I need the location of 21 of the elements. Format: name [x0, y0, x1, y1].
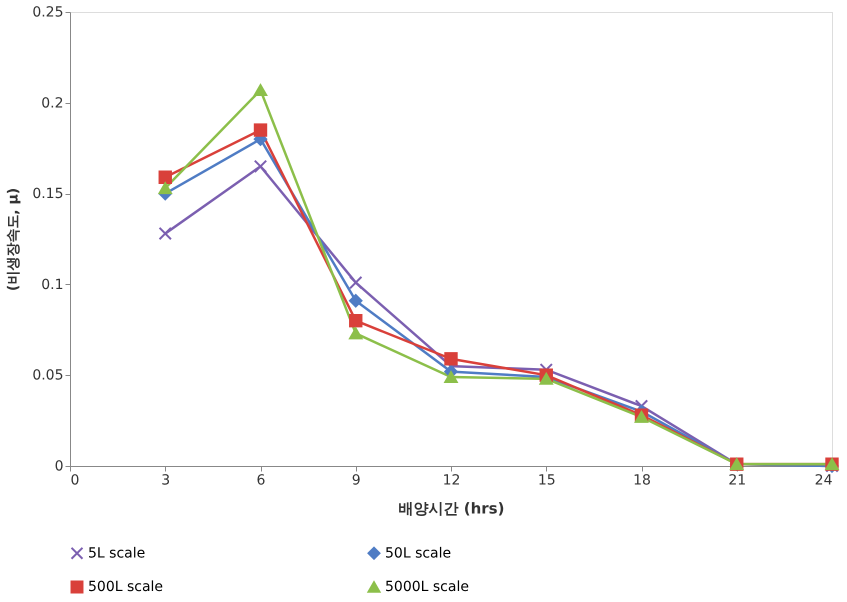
- x-tick-label: 9: [352, 472, 361, 488]
- x-tick-label: 6: [256, 472, 266, 488]
- x-tick-label: 3: [161, 472, 170, 488]
- y-tick-label: 0.25: [32, 4, 64, 20]
- y-tick-label: 0.15: [32, 186, 64, 202]
- y-tick-label: 0: [54, 458, 64, 474]
- legend-label: 5L scale: [88, 545, 146, 562]
- legend-label: 5000L scale: [385, 579, 469, 595]
- x-tick-label: 0: [70, 472, 80, 488]
- legend-label: 500L scale: [88, 579, 164, 595]
- x-axis-title: 배양시간 (hrs): [398, 500, 504, 518]
- x-tick-label: 15: [538, 472, 556, 488]
- x-tick-label: 18: [633, 472, 651, 488]
- x-tick-label: 24: [814, 472, 833, 488]
- legend-label: 50L scale: [385, 545, 452, 562]
- y-tick-label: 0.2: [41, 95, 64, 112]
- y-tick-label: 0.05: [32, 368, 64, 384]
- x-tick-label: 12: [442, 472, 460, 488]
- y-axis-title: (비생장속도, μ): [5, 188, 22, 292]
- y-tick-label: 0.1: [41, 276, 64, 293]
- x-tick-label: 21: [728, 472, 746, 488]
